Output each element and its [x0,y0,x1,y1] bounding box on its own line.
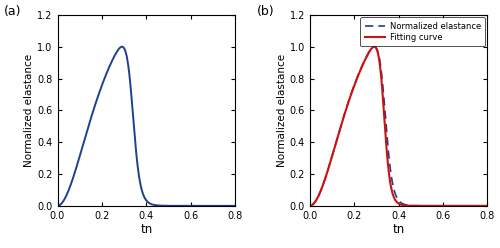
Line: Fitting curve: Fitting curve [310,47,488,206]
Fitting curve [375,52,381,55]
Fitting curve [462,204,468,207]
Text: (a): (a) [4,5,21,18]
Normalized elastance [382,119,388,122]
Fitting curve [327,161,333,164]
Fitting curve [372,45,378,48]
X-axis label: tn: tn [140,223,152,237]
Legend: Normalized elastance, Fitting curve: Normalized elastance, Fitting curve [360,17,485,46]
Normalized elastance [338,125,344,128]
Normalized elastance [372,45,378,48]
Fitting curve [338,125,344,128]
Normalized elastance [481,204,487,207]
Y-axis label: Normalized elastance: Normalized elastance [24,54,34,167]
Normalized elastance [307,204,313,207]
Fitting curve [484,204,490,207]
Fitting curve [307,204,313,207]
Normalized elastance [327,161,333,164]
Fitting curve [481,204,487,207]
Normalized elastance [484,204,490,207]
Normalized elastance [375,51,381,54]
Fitting curve [382,136,388,139]
Y-axis label: Normalized elastance: Normalized elastance [277,54,287,167]
Text: (b): (b) [256,5,274,18]
Line: Normalized elastance: Normalized elastance [310,47,488,206]
X-axis label: tn: tn [392,223,405,237]
Normalized elastance [462,204,468,207]
